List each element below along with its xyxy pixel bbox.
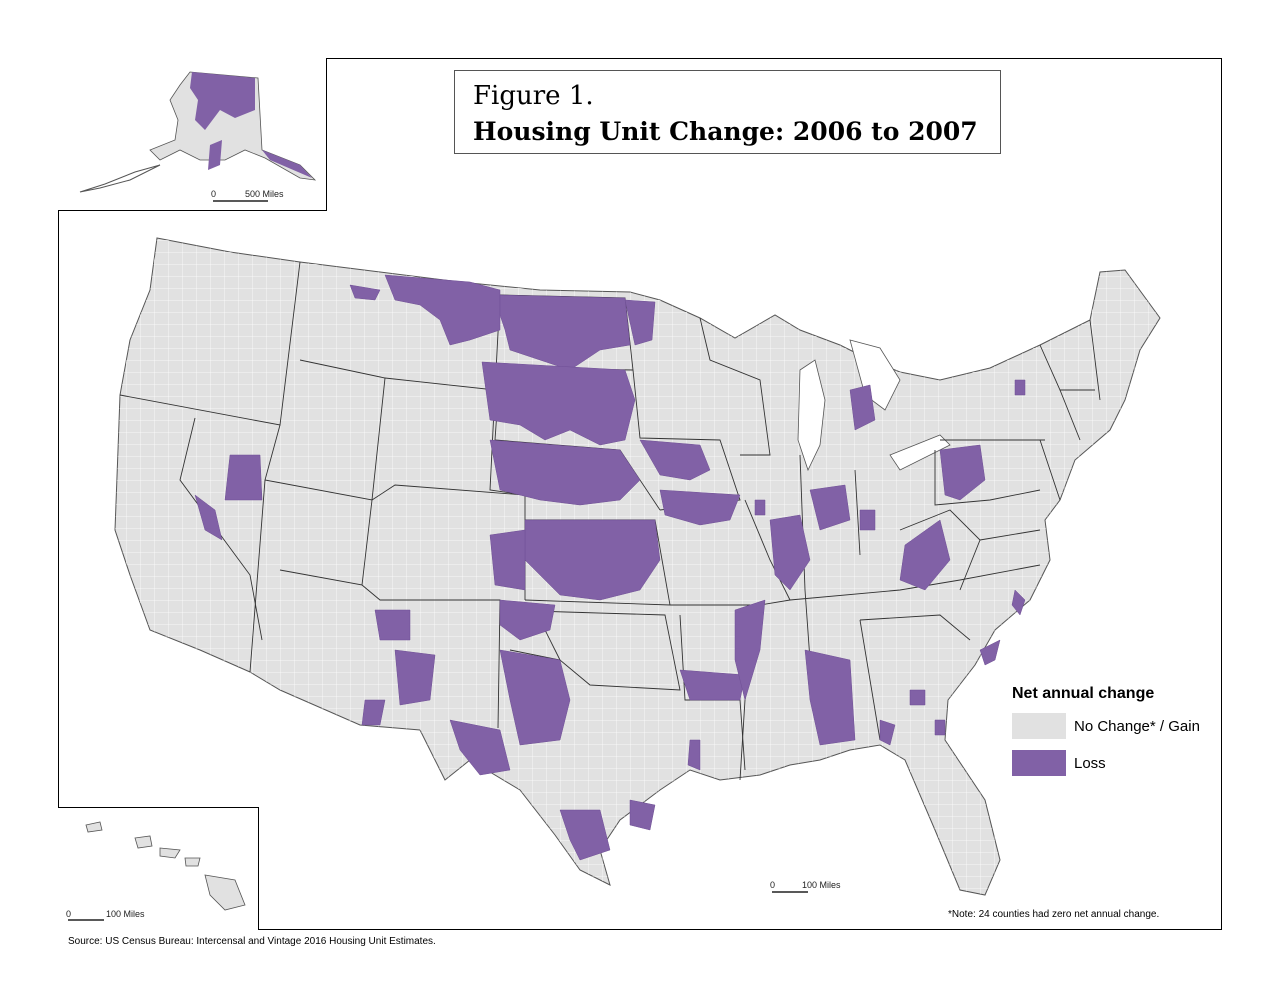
legend-title: Net annual change [1012,685,1155,702]
footnote: *Note: 24 counties had zero net annual c… [948,909,1160,920]
alaska-shape [79,71,317,193]
hawaii-scale-distance: 100 Miles [106,909,145,919]
lake-erie [889,434,951,471]
hawaii-scale-zero: 0 [66,909,72,919]
loss-regions [194,274,1026,861]
lake-michigan [797,359,826,472]
legend-swatch-loss [1012,750,1066,776]
figure-number: Figure 1. [473,81,594,111]
legend-label-loss: Loss [1074,755,1106,772]
alaska-scale-zero: 0 [211,189,217,199]
alaska-scale-distance: 500 Miles [245,189,284,199]
mainland-scale-distance: 100 Miles [802,880,841,890]
hawaii-islands [85,821,246,911]
legend-label-no-change: No Change* / Gain [1074,718,1200,735]
source-line: Source: US Census Bureau: Intercensal an… [68,936,436,947]
title-box: Figure 1. Housing Unit Change: 2006 to 2… [454,70,1001,154]
figure-title: Housing Unit Change: 2006 to 2007 [473,117,978,146]
legend-swatch-no-change [1012,713,1066,739]
lake-huron [849,339,901,411]
mainland-scale-zero: 0 [770,880,776,890]
